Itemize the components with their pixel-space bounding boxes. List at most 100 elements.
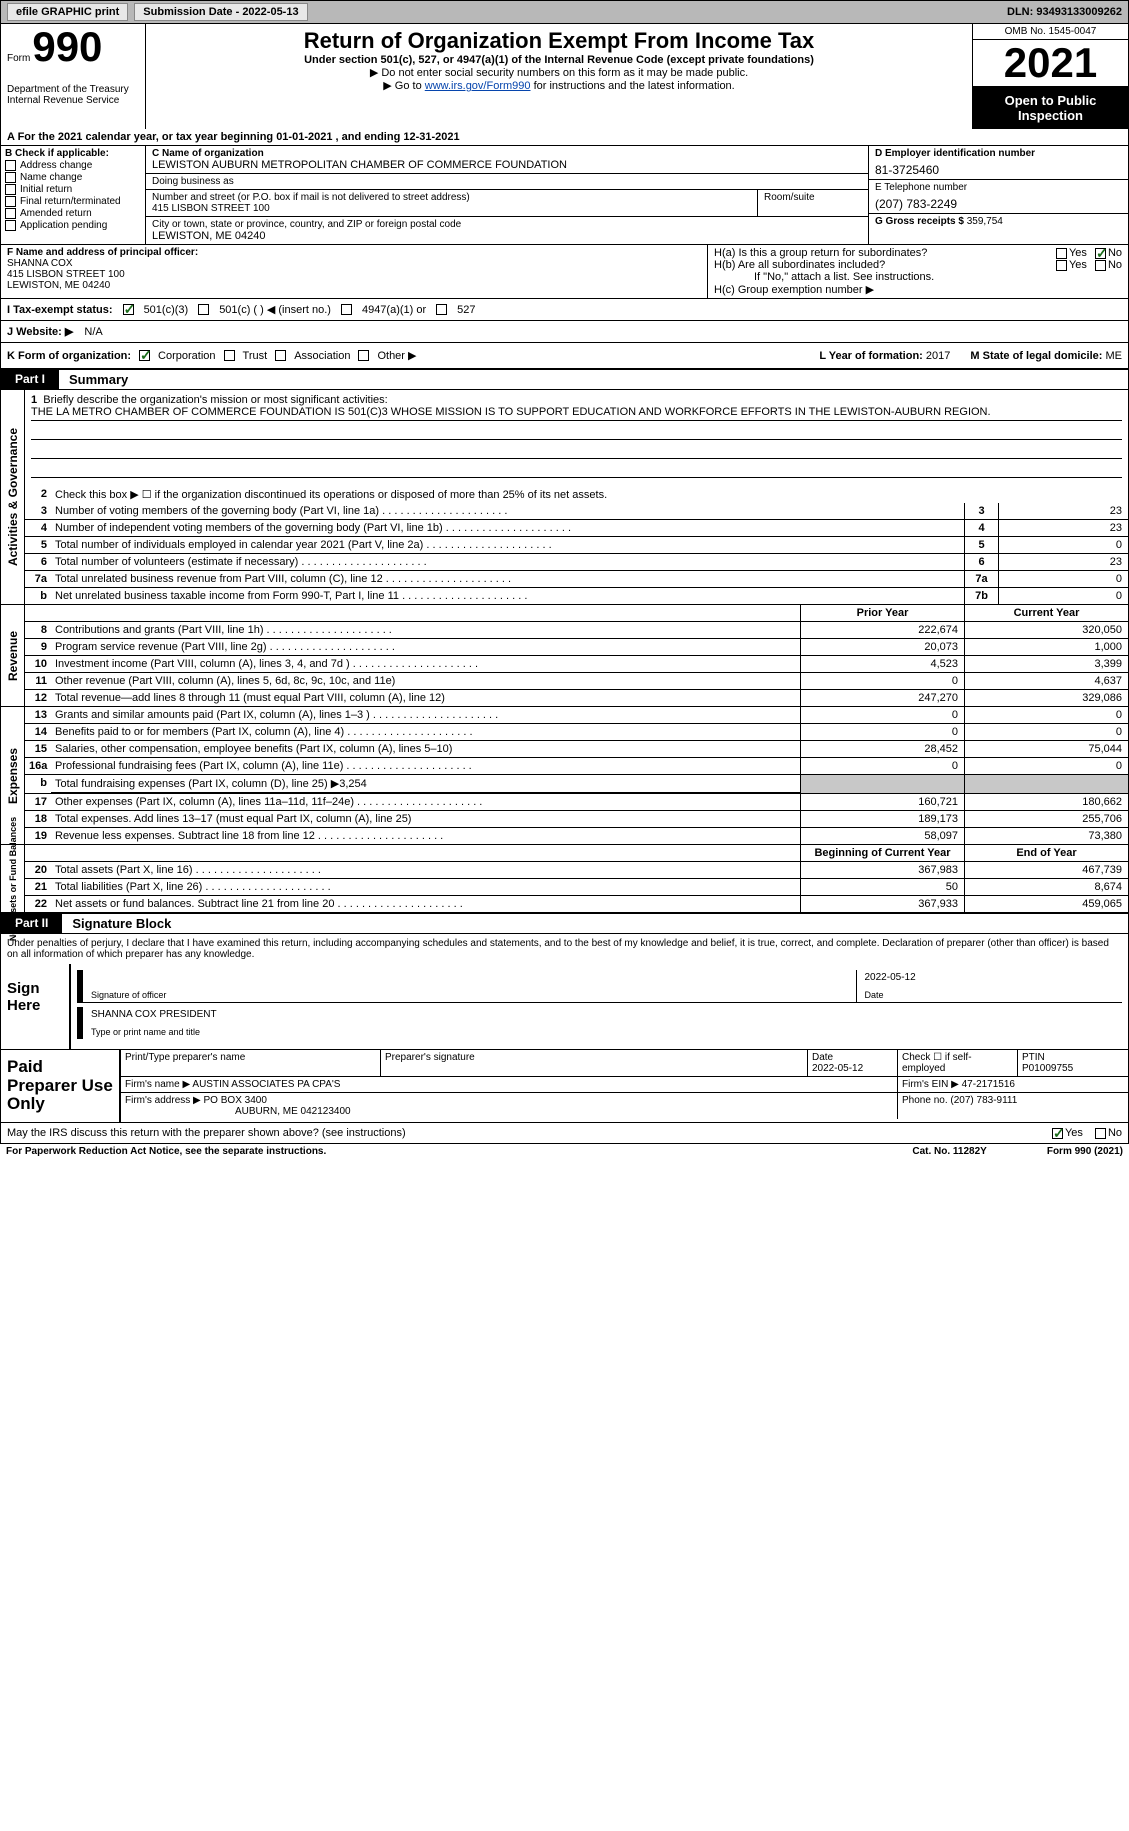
chk-final-return[interactable] (5, 196, 16, 207)
k-label: K Form of organization: (7, 350, 131, 362)
hb-no-lbl: No (1108, 259, 1122, 271)
l17-desc: Other expenses (Part IX, column (A), lin… (51, 794, 800, 810)
firm-addr-label: Firm's address ▶ (125, 1095, 201, 1106)
may-irs-no[interactable] (1095, 1128, 1106, 1139)
chk-initial-return[interactable] (5, 184, 16, 195)
paid-preparer-label: Paid Preparer Use Only (1, 1050, 121, 1122)
note-ssn: ▶ Do not enter social security numbers o… (154, 66, 964, 79)
c13: 0 (964, 707, 1128, 723)
l21-desc: Total liabilities (Part X, line 26) (51, 879, 800, 895)
part1-title: Summary (59, 370, 138, 389)
officer-city: LEWISTON, ME 04240 (7, 280, 110, 291)
dln-label: DLN: 93493133009262 (1007, 6, 1122, 18)
irs-label: Internal Revenue Service (7, 95, 139, 106)
chk-corp[interactable] (139, 350, 150, 361)
part1-header: Part I Summary (0, 370, 1129, 390)
chk-527[interactable] (436, 304, 447, 315)
may-irs-label: May the IRS discuss this return with the… (7, 1127, 1052, 1139)
form-title: Return of Organization Exempt From Incom… (154, 28, 964, 54)
c10: 3,399 (964, 656, 1128, 672)
l-value: 2017 (926, 350, 950, 362)
efile-print-button[interactable]: efile GRAPHIC print (7, 3, 128, 21)
v7b: 0 (998, 588, 1128, 604)
type-name-label: Type or print name and title (91, 1027, 1118, 1037)
print-name-label: Print/Type preparer's name (121, 1050, 381, 1076)
l18-desc: Total expenses. Add lines 13–17 (must eq… (51, 811, 800, 827)
may-irs-yes[interactable] (1052, 1128, 1063, 1139)
chk-other[interactable] (358, 350, 369, 361)
l5-desc: Total number of individuals employed in … (51, 537, 964, 553)
c-name-label: C Name of organization (152, 148, 264, 159)
c9: 1,000 (964, 639, 1128, 655)
chk-app-pending[interactable] (5, 220, 16, 231)
begin-year-header: Beginning of Current Year (800, 845, 964, 861)
lbl-527: 527 (457, 304, 475, 316)
part2-header: Part II Signature Block (0, 914, 1129, 934)
lbl-app-pending: Application pending (20, 220, 107, 231)
declaration-text: Under penalties of perjury, I declare th… (0, 934, 1129, 964)
cat-no: Cat. No. 11282Y (912, 1146, 986, 1157)
officer-typed-name: SHANNA COX PRESIDENT (91, 1009, 1118, 1027)
m-value: ME (1106, 350, 1123, 362)
l19-desc: Revenue less expenses. Subtract line 18 … (51, 828, 800, 844)
l6-desc: Total number of volunteers (estimate if … (51, 554, 964, 570)
chk-name-change[interactable] (5, 172, 16, 183)
note-goto: ▶ Go to www.irs.gov/Form990 for instruct… (154, 79, 964, 92)
p15: 28,452 (800, 741, 964, 757)
may-irs-yes-lbl: Yes (1065, 1127, 1083, 1139)
lbl-initial-return: Initial return (20, 184, 72, 195)
part1-tab: Part I (1, 370, 59, 389)
chk-assoc[interactable] (275, 350, 286, 361)
chk-amended-return[interactable] (5, 208, 16, 219)
l16b-desc: Total fundraising expenses (Part IX, col… (51, 775, 800, 793)
c20: 467,739 (964, 862, 1128, 878)
form-footer: Form 990 (2021) (1047, 1146, 1123, 1157)
open-line1: Open to Public (1005, 93, 1097, 108)
l-label: L Year of formation: (819, 350, 923, 362)
v3: 23 (998, 503, 1128, 519)
chk-501c[interactable] (198, 304, 209, 315)
p14: 0 (800, 724, 964, 740)
street-value: 415 LISBON STREET 100 (152, 203, 270, 214)
expenses-block: Expenses 13Grants and similar amounts pa… (0, 707, 1129, 845)
l16a-desc: Professional fundraising fees (Part IX, … (51, 758, 800, 774)
lbl-amended-return: Amended return (20, 208, 92, 219)
may-irs-no-lbl: No (1108, 1127, 1122, 1139)
c8: 320,050 (964, 622, 1128, 638)
l3-desc: Number of voting members of the governin… (51, 503, 964, 519)
ha-no[interactable] (1095, 248, 1106, 259)
c16b-shade (964, 775, 1128, 793)
irs-link[interactable]: www.irs.gov/Form990 (425, 80, 531, 92)
lbl-name-change: Name change (20, 172, 82, 183)
l4-desc: Number of independent voting members of … (51, 520, 964, 536)
hb-no[interactable] (1095, 260, 1106, 271)
sign-here-label: Sign Here (1, 964, 71, 1049)
c19: 73,380 (964, 828, 1128, 844)
p17: 160,721 (800, 794, 964, 810)
goto-pre: ▶ Go to (383, 80, 424, 92)
section-b: B Check if applicable: Address change Na… (1, 146, 146, 244)
j-label: J Website: ▶ (7, 326, 73, 338)
lbl-final-return: Final return/terminated (20, 196, 121, 207)
prep-sig-label: Preparer's signature (381, 1050, 808, 1076)
activities-governance-block: Activities & Governance 1 Briefly descri… (0, 390, 1129, 605)
firm-name-label: Firm's name ▶ (125, 1079, 190, 1090)
chk-trust[interactable] (224, 350, 235, 361)
tax-year: 2021 (973, 40, 1128, 87)
ha-yes[interactable] (1056, 248, 1067, 259)
open-to-public: Open to Public Inspection (973, 87, 1128, 129)
firm-name: AUSTIN ASSOCIATES PA CPA'S (192, 1079, 340, 1090)
section-fh: F Name and address of principal officer:… (0, 245, 1129, 299)
org-name: LEWISTON AUBURN METROPOLITAN CHAMBER OF … (152, 159, 567, 171)
ha-label: H(a) Is this a group return for subordin… (714, 247, 1056, 259)
hb-yes[interactable] (1056, 260, 1067, 271)
paperwork-notice: For Paperwork Reduction Act Notice, see … (6, 1146, 326, 1157)
chk-501c3[interactable] (123, 304, 134, 315)
gross-value: 359,754 (967, 216, 1003, 227)
f-label: F Name and address of principal officer: (7, 247, 198, 258)
firm-addr1: PO BOX 3400 (204, 1095, 267, 1106)
chk-4947[interactable] (341, 304, 352, 315)
hb-label: H(b) Are all subordinates included? (714, 259, 1056, 271)
lbl-501c3: 501(c)(3) (144, 304, 189, 316)
chk-address-change[interactable] (5, 160, 16, 171)
